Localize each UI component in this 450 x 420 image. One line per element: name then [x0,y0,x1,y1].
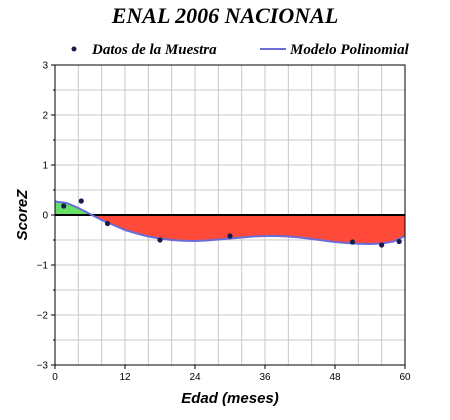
data-point [104,220,111,227]
legend-label-datos: Datos de la Muestra [91,42,217,58]
x-tick-label: 12 [119,372,131,383]
data-point [157,237,163,243]
y-tick-label: −3 [37,361,49,372]
data-point [349,239,356,245]
x-axis-label: Edad (meses) [181,390,279,407]
y-tick-label: 1 [42,161,48,172]
x-tick-label: 24 [189,372,201,383]
y-tick-label: 2 [42,111,48,122]
x-tick-label: 60 [399,372,411,383]
data-point [61,203,67,209]
y-tick-label: 3 [42,61,48,72]
y-axis-label: ScoreZ [14,189,31,241]
data-point [78,198,84,204]
x-tick-label: 48 [329,372,341,383]
legend-label-modelo: Modelo Polinomial [289,42,410,58]
data-point [227,233,233,239]
x-tick-label: 0 [52,372,58,383]
chart-title: ENAL 2006 NACIONAL [111,3,339,28]
area-fill-negative [91,215,405,244]
data-points [61,198,402,248]
y-tick-label: 0 [42,211,48,222]
legend-marker-datos [71,46,77,52]
legend: Datos de la Muestra Modelo Polinomial [71,42,410,58]
y-tick-label: −1 [37,261,49,272]
data-point [396,238,402,245]
y-tick-label: −2 [37,311,49,322]
data-point [379,242,385,248]
x-tick-label: 36 [259,372,271,383]
